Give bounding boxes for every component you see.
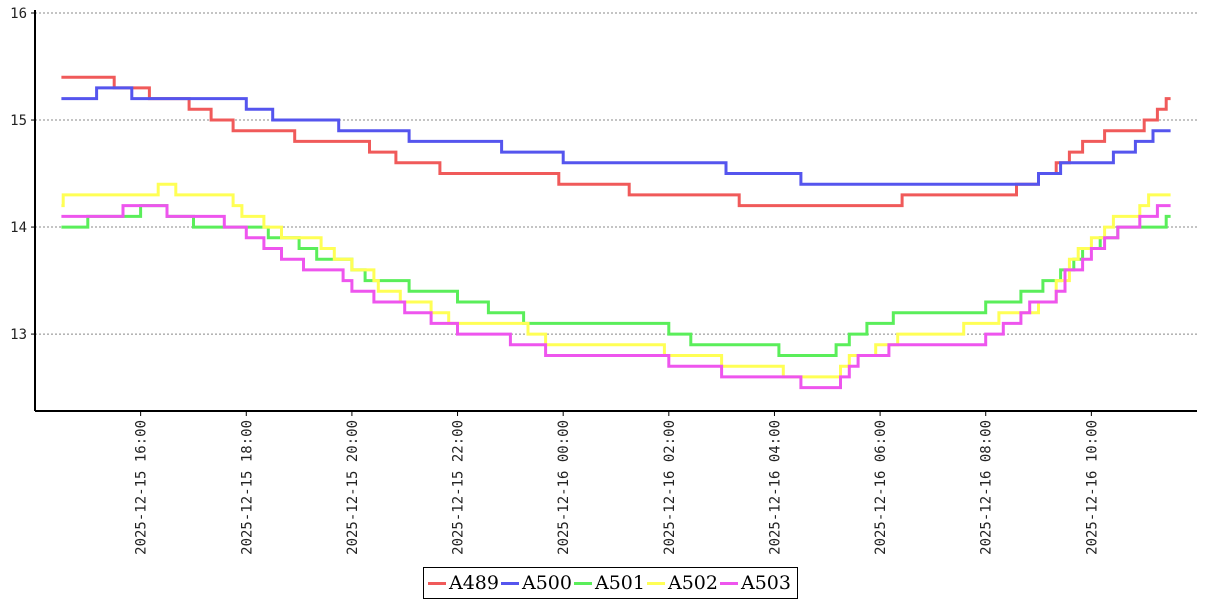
y-tick-label: 14: [10, 220, 27, 236]
y-tick-label: 13: [10, 327, 27, 343]
legend-swatch: [720, 581, 738, 585]
legend-item-a500: A500: [501, 572, 572, 594]
legend-swatch: [428, 581, 446, 585]
legend: A489 A500 A501 A502 A503: [423, 567, 798, 599]
legend-swatch: [574, 581, 592, 585]
x-tick-label: 2025-12-16 02:00: [662, 420, 678, 555]
x-tick-label: 2025-12-16 10:00: [1084, 420, 1100, 555]
series-line-a503: [61, 204, 1171, 390]
legend-label: A489: [449, 572, 499, 594]
x-tick-label: 2025-12-16 00:00: [556, 420, 572, 555]
x-tick-label: 2025-12-15 22:00: [451, 420, 467, 555]
x-tick-label: 2025-12-16 06:00: [873, 420, 889, 555]
series-line-a489: [61, 75, 1171, 208]
x-tick-label: 2025-12-16 08:00: [979, 420, 995, 555]
legend-item-a489: A489: [428, 572, 499, 594]
legend-item-a503: A503: [720, 572, 791, 594]
x-tick-label: 2025-12-15 16:00: [134, 420, 150, 555]
legend-label: A503: [741, 572, 791, 594]
series-line-a502: [61, 182, 1171, 379]
y-tick-label: 15: [10, 113, 27, 129]
legend-swatch: [501, 581, 519, 585]
legend-label: A502: [668, 572, 718, 594]
y-tick-label: 16: [10, 6, 27, 22]
legend-label: A501: [595, 572, 645, 594]
series-line-a501: [61, 204, 1171, 357]
x-tick-label: 2025-12-15 20:00: [345, 420, 361, 555]
x-tick-label: 2025-12-15 18:00: [239, 420, 255, 555]
legend-label: A500: [522, 572, 572, 594]
series-line-a500: [61, 86, 1171, 186]
x-tick-label: 2025-12-16 04:00: [767, 420, 783, 555]
legend-item-a501: A501: [574, 572, 645, 594]
legend-swatch: [647, 581, 665, 585]
legend-item-a502: A502: [647, 572, 718, 594]
